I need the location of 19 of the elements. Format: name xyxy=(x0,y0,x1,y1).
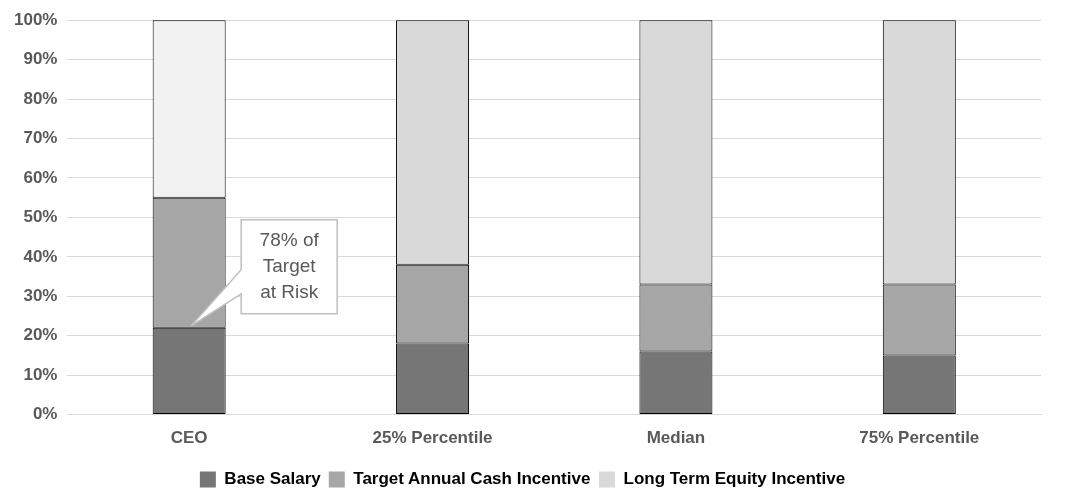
y-tick-label: 20% xyxy=(23,325,58,345)
legend-label: Long Term Equity Incentive xyxy=(623,469,846,489)
y-tick-label: 70% xyxy=(23,128,58,148)
annotation: 78% of Target at Risk xyxy=(259,228,320,302)
y-tick-label: 100% xyxy=(14,9,58,29)
y-tick-label: 30% xyxy=(23,285,58,305)
y-tick-label: 80% xyxy=(23,88,58,108)
x-tick-label: 75% Percentile xyxy=(859,428,980,448)
x-tick-label: CEO xyxy=(170,428,208,448)
x-tick-label: 25% Percentile xyxy=(372,428,493,448)
y-tick-label: 50% xyxy=(23,207,58,227)
x-tick-label: Median xyxy=(646,428,706,448)
y-tick-label: 60% xyxy=(23,167,58,187)
y-tick-label: 10% xyxy=(23,364,58,384)
legend-label: Target Annual Cash Incentive xyxy=(353,469,591,489)
y-tick-label: 0% xyxy=(32,404,58,424)
legend-label: Base Salary xyxy=(224,469,322,489)
y-tick-label: 40% xyxy=(23,246,58,266)
y-tick-label: 90% xyxy=(23,49,58,69)
